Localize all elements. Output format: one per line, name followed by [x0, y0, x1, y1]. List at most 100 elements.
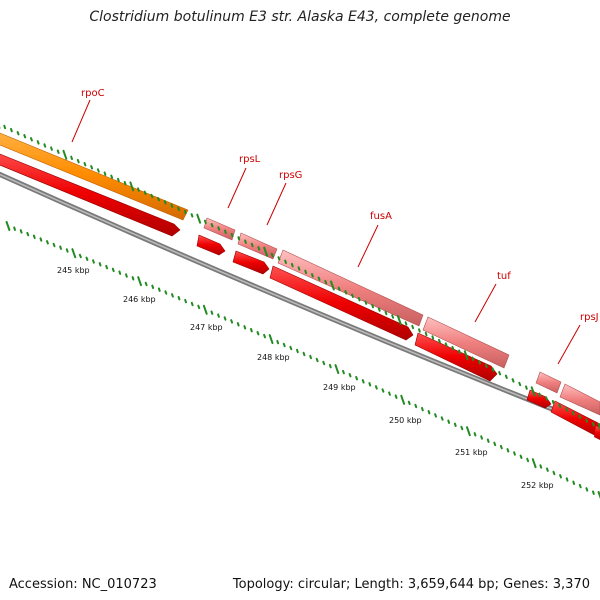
minor-tick [431, 335, 435, 340]
gene-rpsG-red[interactable] [232, 250, 270, 275]
minor-tick [374, 385, 378, 390]
gene-rpoC-orange[interactable] [0, 129, 189, 221]
minor-tick [190, 301, 194, 307]
gene-label-fusA[interactable]: fusA [370, 211, 392, 222]
minor-tick [171, 293, 174, 298]
minor-tick [250, 242, 254, 248]
minor-tick [565, 477, 569, 482]
minor-tick [355, 376, 358, 381]
minor-tick [92, 259, 95, 264]
minor-tick [296, 348, 299, 354]
gene-label-rpsJ[interactable]: rpsJ [580, 312, 599, 323]
minor-tick [16, 131, 20, 136]
minor-tick [434, 413, 437, 418]
gene-next-red[interactable] [550, 400, 600, 439]
minor-tick [83, 162, 87, 167]
minor-tick [10, 127, 13, 133]
gene-label-rpsL[interactable]: rpsL [239, 154, 261, 165]
minor-tick [592, 490, 595, 495]
kbp-label: 251 kbp [455, 448, 488, 457]
minor-tick [197, 304, 201, 310]
minor-tick [78, 253, 82, 259]
minor-tick [151, 284, 155, 289]
minor-tick [539, 464, 543, 469]
map-title: Clostridium botulinum E3 str. Alaska E43… [89, 9, 511, 25]
minor-tick [157, 287, 161, 292]
minor-tick [391, 314, 395, 319]
minor-tick [328, 363, 332, 369]
minor-tick [210, 310, 214, 315]
minor-tick [26, 231, 30, 237]
gene-rpoC-red[interactable] [0, 150, 181, 237]
minor-tick [183, 209, 187, 215]
minor-tick [526, 457, 530, 463]
minor-tick [98, 262, 102, 267]
minor-tick [110, 174, 114, 179]
minor-tick [123, 181, 127, 186]
minor-tick [451, 345, 455, 351]
minor-tick [30, 137, 33, 142]
major-tick [330, 280, 335, 291]
minor-tick [111, 267, 115, 273]
minor-tick [164, 290, 168, 295]
minor-tick [163, 200, 167, 205]
minor-tick [407, 400, 411, 406]
minor-tick [170, 203, 174, 208]
major-tick [137, 276, 142, 287]
minor-tick [118, 270, 122, 275]
minor-tick [65, 248, 69, 253]
major-tick [530, 386, 536, 397]
minor-tick [447, 419, 451, 424]
minor-tick [511, 378, 515, 383]
minor-tick [250, 328, 253, 333]
minor-tick [76, 158, 80, 164]
minor-tick [478, 360, 481, 365]
gene-rpsJ-pink[interactable] [535, 371, 562, 394]
minor-tick [572, 480, 576, 485]
minor-tick [513, 451, 516, 456]
accession-text: Accession: NC_010723 [9, 577, 157, 592]
minor-tick [317, 276, 321, 281]
minor-tick [578, 414, 582, 420]
minor-tick [322, 360, 326, 366]
minor-tick [144, 281, 148, 287]
minor-tick [203, 219, 207, 225]
minor-tick [427, 410, 431, 415]
minor-tick [585, 487, 589, 492]
minor-tick [284, 259, 287, 264]
minor-tick [282, 342, 286, 348]
minor-tick [348, 373, 352, 378]
minor-tick [424, 331, 428, 337]
major-tick [463, 350, 469, 361]
gene-rpsL-red[interactable] [196, 234, 226, 256]
gene-track [0, 129, 600, 440]
gene-rpsJ-red[interactable] [526, 389, 552, 409]
minor-tick [324, 279, 328, 285]
major-tick [597, 423, 600, 432]
minor-tick [552, 470, 556, 476]
minor-tick [591, 422, 595, 427]
minor-tick [131, 276, 135, 281]
minor-tick [309, 354, 312, 360]
gene-label-lines [71, 99, 581, 365]
minor-tick [518, 381, 522, 387]
minor-tick [546, 467, 549, 472]
minor-tick [414, 403, 418, 409]
kbp-label: 246 kbp [123, 295, 156, 304]
minor-tick [39, 237, 43, 242]
minor-tick [52, 242, 56, 248]
gene-label-rpoC[interactable]: rpoC [81, 88, 105, 99]
minor-tick [290, 262, 294, 268]
minor-tick [23, 134, 27, 139]
minor-tick [471, 356, 475, 361]
gene-edge-red[interactable] [594, 426, 600, 440]
gene-tuf-pink[interactable] [422, 316, 510, 369]
minor-tick [371, 303, 374, 309]
minor-tick [184, 298, 187, 304]
minor-tick [190, 213, 194, 218]
minor-tick [585, 418, 588, 423]
gene-label-rpsG[interactable]: rpsG [279, 170, 302, 181]
gene-fusA-red[interactable] [269, 265, 414, 341]
gene-next-pink[interactable] [559, 383, 600, 416]
gene-label-tuf[interactable]: tuf [497, 271, 511, 282]
